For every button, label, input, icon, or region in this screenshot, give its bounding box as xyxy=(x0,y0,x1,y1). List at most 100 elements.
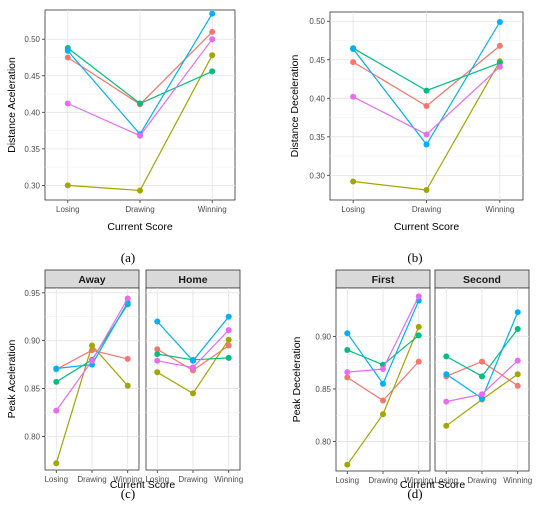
panel_a-plot-area: 0.30 0.35 0.40 0.45 0.50 Losing Drawing Winning xyxy=(24,9,236,214)
x-tick-label: Losing xyxy=(44,475,68,484)
data-point xyxy=(64,182,71,189)
facet-title: First xyxy=(372,274,395,286)
data-point xyxy=(154,351,161,358)
data-point xyxy=(423,141,430,148)
data-point xyxy=(225,313,232,320)
data-point xyxy=(137,187,143,194)
x-axis-title: Current Score xyxy=(110,479,176,491)
data-point xyxy=(479,373,485,380)
data-point xyxy=(443,353,450,360)
data-point xyxy=(137,132,143,139)
data-point xyxy=(53,407,60,414)
y-axis-title: Peak Deceleration xyxy=(291,336,303,422)
y-tick-label: 0.95 xyxy=(24,289,40,298)
data-point xyxy=(209,10,216,17)
data-point xyxy=(514,326,521,333)
data-point xyxy=(415,358,422,365)
data-point xyxy=(344,369,351,376)
data-point xyxy=(64,47,71,54)
data-point xyxy=(53,365,60,372)
y-tick-label: 0.80 xyxy=(315,438,331,447)
x-tick-label: Drawing xyxy=(368,476,397,485)
data-point xyxy=(124,355,131,362)
x-tick-label: Losing xyxy=(341,205,365,214)
data-point xyxy=(154,318,161,325)
data-point xyxy=(225,354,232,361)
data-point xyxy=(344,347,351,354)
data-point xyxy=(423,131,430,138)
data-point xyxy=(514,382,521,389)
data-point xyxy=(380,380,386,387)
data-point xyxy=(415,323,422,330)
data-point xyxy=(443,398,450,405)
x-tick-label: Winning xyxy=(404,476,433,485)
x-tick-label: Winning xyxy=(113,475,142,484)
data-point xyxy=(350,178,357,185)
x-tick-label: Losing xyxy=(145,475,169,484)
data-point xyxy=(64,54,71,61)
y-tick-label: 0.80 xyxy=(24,432,40,441)
x-tick-label: Winning xyxy=(503,476,532,485)
panel-caption: (c) xyxy=(121,486,135,501)
data-point xyxy=(344,330,351,337)
data-point xyxy=(154,369,161,376)
data-point xyxy=(415,332,422,339)
data-point xyxy=(423,103,430,109)
y-tick-label: 0.50 xyxy=(309,17,325,26)
panel_c-facet-2-plot-area: Losing Drawing Winning xyxy=(145,287,243,484)
y-axis-title: Distance Aceleration xyxy=(6,57,18,153)
y-axis-title: Distance Deceleration xyxy=(289,54,301,157)
data-point xyxy=(443,422,450,429)
y-tick-label: 0.40 xyxy=(24,108,40,117)
x-tick-label: Losing xyxy=(56,205,80,214)
data-point xyxy=(209,68,216,75)
x-tick-label: Winning xyxy=(214,475,243,484)
data-point xyxy=(350,59,357,66)
panel-caption: (a) xyxy=(121,250,135,265)
panel_c-facet-1-plot-area: 0.80 0.85 0.90 0.95 Losing Drawing Winning xyxy=(24,287,142,484)
data-point xyxy=(479,358,485,365)
data-point xyxy=(350,93,357,100)
x-tick-label: Drawing xyxy=(412,205,441,214)
x-tick-label: Drawing xyxy=(125,205,154,214)
y-tick-label: 0.45 xyxy=(24,72,40,81)
panel_d-facet-1-plot-area: 0.80 0.85 0.90 Losing Drawing Winning xyxy=(315,287,433,485)
data-point xyxy=(514,371,521,378)
panel_b-plot-area: 0.30 0.35 0.40 0.45 0.50 Losing Drawing Winning xyxy=(309,11,524,214)
data-point xyxy=(53,378,60,385)
y-tick-label: 0.35 xyxy=(309,133,325,142)
x-tick-label: Drawing xyxy=(178,475,207,484)
y-tick-label: 0.30 xyxy=(24,181,40,190)
x-tick-label: Winning xyxy=(198,205,227,214)
data-point xyxy=(225,336,232,343)
data-point xyxy=(190,364,196,371)
x-tick-label: Drawing xyxy=(77,475,106,484)
panel_d-facet-2-plot-area: Losing Drawing Winning xyxy=(434,287,532,485)
x-tick-label: Losing xyxy=(335,476,359,485)
x-tick-label: Losing xyxy=(434,476,458,485)
y-tick-label: 0.40 xyxy=(309,94,325,103)
data-point xyxy=(124,295,131,302)
data-point xyxy=(496,19,503,26)
y-axis-title: Peak Aceleration xyxy=(6,339,18,418)
data-point xyxy=(190,390,196,397)
data-point xyxy=(423,186,430,193)
data-point xyxy=(137,100,143,107)
data-point xyxy=(443,371,450,378)
x-tick-label: Winning xyxy=(485,205,514,214)
facet-title: Second xyxy=(463,274,501,286)
data-point xyxy=(423,87,430,94)
x-axis-title: Current Score xyxy=(400,479,466,491)
facet-title: Away xyxy=(78,274,105,286)
data-point xyxy=(479,395,485,402)
data-point xyxy=(89,357,95,364)
y-tick-label: 0.85 xyxy=(315,385,331,394)
y-tick-label: 0.30 xyxy=(309,171,325,180)
panel-caption: (b) xyxy=(407,250,422,265)
data-point xyxy=(496,63,503,70)
data-point xyxy=(89,342,95,349)
data-point xyxy=(154,346,161,353)
x-tick-label: Drawing xyxy=(467,476,496,485)
data-point xyxy=(344,461,351,468)
